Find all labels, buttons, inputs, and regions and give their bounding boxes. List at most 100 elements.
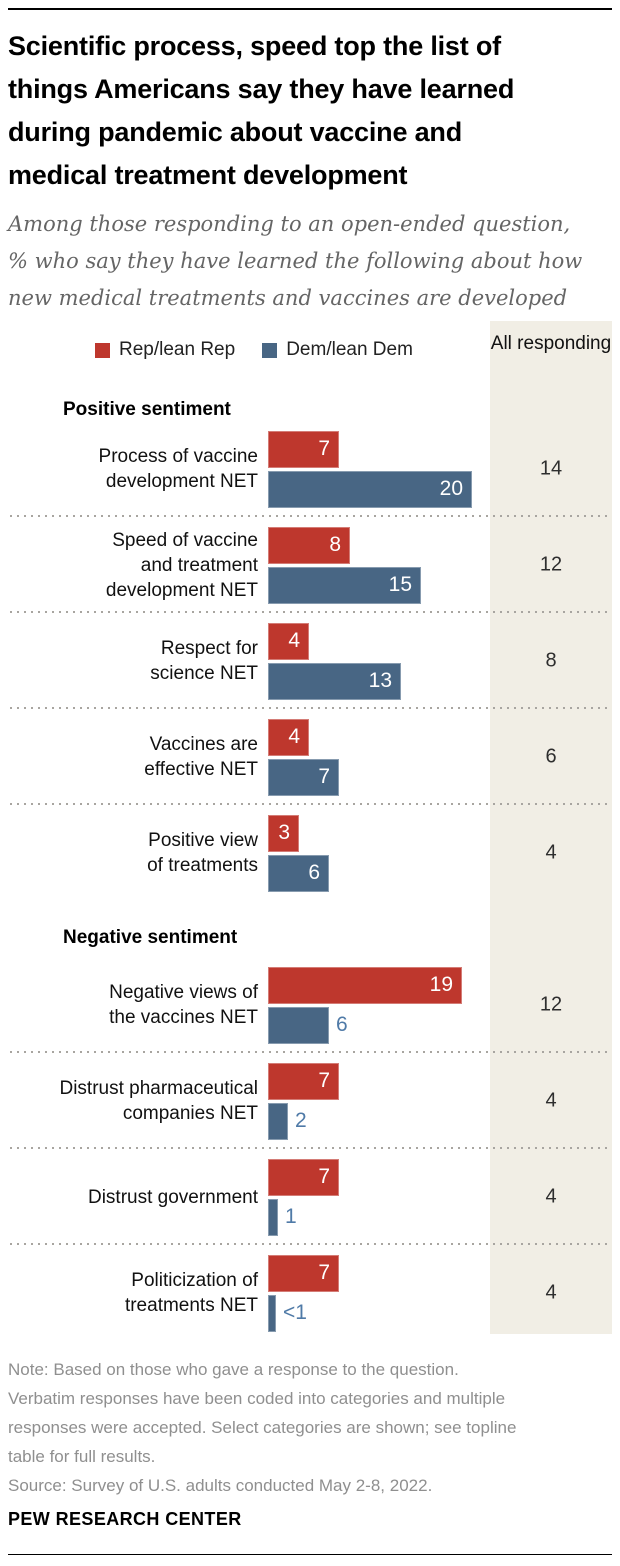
row-label: Vaccines are effective NET	[144, 734, 258, 780]
dem-value: 6	[336, 1013, 348, 1036]
rep-bar: 19	[268, 966, 462, 1004]
rep-value: 7	[318, 1165, 330, 1188]
bar-row: Distrust pharmaceutical companies NET 7 2 4	[8, 1053, 612, 1149]
bar-chart: All responding Rep/lean Rep Dem/lean Dem…	[8, 321, 612, 1341]
rep-value: 8	[329, 533, 341, 556]
rep-legend-swatch-icon	[95, 342, 110, 358]
dem-bar-line: <1	[268, 1294, 612, 1332]
dem-value: 15	[388, 573, 412, 596]
row-label: Process of vaccine development NET	[98, 446, 258, 492]
legend-item-rep: Rep/lean Rep	[95, 339, 235, 361]
brand-pew-research-center: PEW RESEARCH CENTER	[8, 1509, 242, 1529]
dem-bar: 6	[268, 854, 329, 892]
all-responding-header: All responding	[490, 333, 612, 354]
chart-legend: Rep/lean Rep Dem/lean Dem	[8, 321, 612, 379]
row-label: Positive view of treatments	[147, 830, 258, 876]
dem-bar-line: 1	[268, 1198, 612, 1236]
rep-bar: 7	[268, 430, 339, 468]
dem-bar	[268, 1198, 278, 1236]
bar-row: Vaccines are effective NET 4 7 6	[8, 709, 612, 805]
rep-legend-label: Rep/lean Rep	[119, 339, 236, 360]
chart-title: Scientific process, speed top the list o…	[8, 31, 515, 190]
dem-legend-label: Dem/lean Dem	[286, 339, 413, 360]
dem-value: 20	[439, 477, 463, 500]
legend-item-dem: Dem/lean Dem	[262, 339, 413, 361]
rep-bar-line: 4	[268, 718, 612, 756]
bar-pair: 8 15	[268, 526, 612, 604]
dem-value: 6	[308, 861, 320, 884]
dem-bar-line: 13	[268, 662, 612, 700]
rep-value: 19	[429, 973, 453, 996]
all-value: 12	[539, 993, 563, 1016]
bar-pair: 7 <1	[268, 1254, 612, 1332]
chart-subtitle: Among those responding to an open-ended …	[8, 212, 583, 310]
all-value: 4	[545, 1089, 557, 1112]
rep-bar: 7	[268, 1254, 339, 1292]
row-label: Distrust government	[87, 1186, 258, 1208]
dem-legend-swatch-icon	[262, 342, 278, 358]
bottom-rule	[8, 1554, 612, 1555]
dem-value: 1	[285, 1205, 297, 1228]
dem-bar: 15	[268, 566, 421, 604]
rep-value: 7	[318, 437, 330, 460]
rep-bar-line: 19	[268, 966, 612, 1004]
row-label: Respect for science NET	[150, 638, 258, 684]
rep-bar-line: 3	[268, 814, 612, 852]
dem-bar: 7	[268, 758, 339, 796]
dem-value: 7	[318, 765, 330, 788]
rep-bar: 3	[268, 814, 299, 852]
all-value: 6	[545, 745, 557, 768]
rep-bar: 4	[268, 718, 309, 756]
bar-row: Respect for science NET 4 13 8	[8, 613, 612, 709]
top-rule	[8, 8, 612, 10]
group-header: Negative sentiment	[63, 927, 238, 948]
rep-bar-line: 7	[268, 1062, 612, 1100]
bar-row: Process of vaccine development NET 7 20 14	[8, 421, 612, 517]
bar-row: Positive view of treatments 3 6 4	[8, 805, 612, 901]
dem-bar-line: 7	[268, 758, 612, 796]
rep-bar-line: 8	[268, 526, 612, 564]
rep-bar-line: 7	[268, 1254, 612, 1292]
rep-bar-line: 7	[268, 430, 612, 468]
row-label: Distrust pharmaceutical companies NET	[59, 1078, 258, 1124]
row-label: Negative views of the vaccines NET	[109, 982, 258, 1028]
all-value: 12	[539, 553, 563, 576]
all-responding-column-bg	[490, 321, 612, 1334]
rep-bar: 8	[268, 526, 350, 564]
all-value: 4	[545, 841, 557, 864]
source-text: Source: Survey of U.S. adults conducted …	[8, 1476, 433, 1495]
dem-bar-line: 6	[268, 1006, 612, 1044]
all-value: 4	[545, 1185, 557, 1208]
row-label: Speed of vaccine and treatment developme…	[105, 529, 258, 601]
all-value: 14	[539, 457, 563, 480]
note-text: Note: Based on those who gave a response…	[8, 1360, 517, 1466]
rep-bar-line: 4	[268, 622, 612, 660]
rep-value: 4	[288, 725, 300, 748]
rep-bar-line: 7	[268, 1158, 612, 1196]
row-label: Politicization of treatments NET	[124, 1270, 258, 1316]
rep-bar: 7	[268, 1158, 339, 1196]
all-value: 8	[545, 649, 557, 672]
dem-value: <1	[283, 1301, 307, 1324]
dem-bar: 13	[268, 662, 401, 700]
dem-bar-line: 15	[268, 566, 612, 604]
dem-bar	[268, 1102, 288, 1140]
bar-pair: 19 6	[268, 966, 612, 1044]
bar-pair: 7 20	[268, 430, 612, 508]
rep-value: 7	[318, 1261, 330, 1284]
bar-row: Distrust government 7 1 4	[8, 1149, 612, 1245]
rep-bar: 7	[268, 1062, 339, 1100]
all-value: 4	[545, 1281, 557, 1304]
bar-pair: 4 13	[268, 622, 612, 700]
dem-value: 2	[295, 1109, 307, 1132]
dem-bar: 20	[268, 470, 472, 508]
bar-row: Speed of vaccine and treatment developme…	[8, 517, 612, 613]
rep-bar: 4	[268, 622, 309, 660]
rep-value: 3	[278, 821, 290, 844]
rep-value: 4	[288, 629, 300, 652]
dem-bar-line: 20	[268, 470, 612, 508]
dem-bar	[268, 1294, 276, 1332]
